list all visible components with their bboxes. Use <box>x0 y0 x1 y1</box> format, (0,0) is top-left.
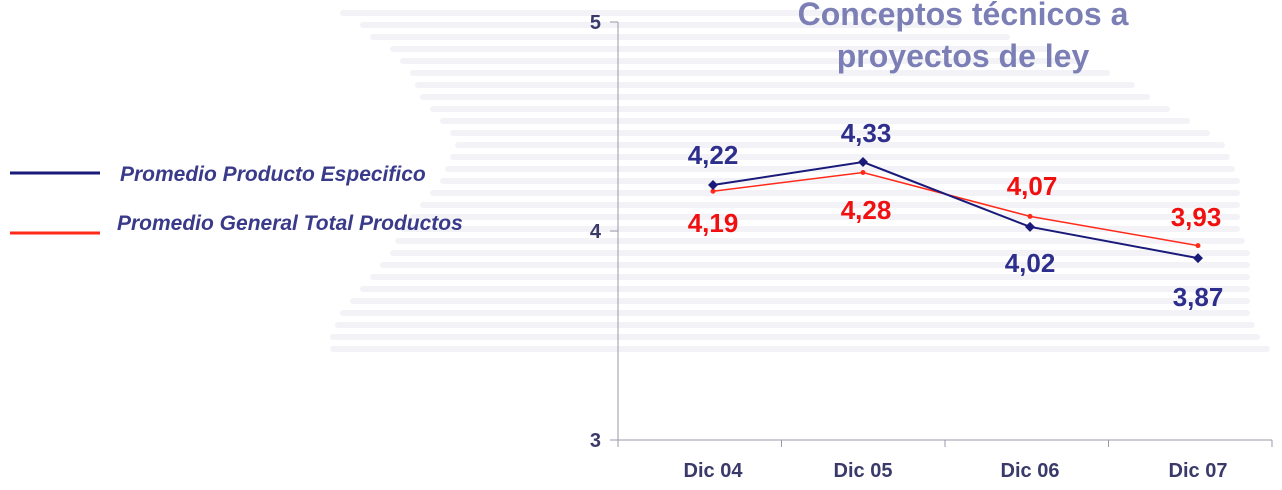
data-point-series-1-3 <box>1193 253 1203 264</box>
x-tick-label-dic-05: Dic 05 <box>834 460 893 482</box>
watermark-streak <box>420 94 1150 100</box>
data-point-series-2-2 <box>1027 213 1033 219</box>
x-tick-label-dic-07: Dic 07 <box>1169 460 1228 482</box>
watermark-streak <box>335 322 1255 328</box>
watermark-streak <box>390 250 1250 256</box>
data-point-series-1-2 <box>1025 221 1035 232</box>
watermark-streak <box>440 178 1240 184</box>
watermark-streak <box>420 202 1240 208</box>
watermark-streak <box>360 286 1250 292</box>
watermark-streak <box>340 10 900 16</box>
data-point-series-2-1 <box>860 169 866 175</box>
data-label-series-2-1: 4,28 <box>841 195 892 225</box>
data-point-series-1-0 <box>708 180 718 191</box>
watermark-streak <box>445 166 1235 172</box>
watermark-streak <box>410 214 1240 220</box>
data-label-series-2-3: 3,93 <box>1171 202 1222 232</box>
x-tick-label-dic-06: Dic 06 <box>1001 460 1060 482</box>
watermark-streak <box>395 238 1245 244</box>
data-point-series-2-3 <box>1195 243 1201 249</box>
data-label-series-1-1: 4,33 <box>841 118 892 148</box>
watermark-streak <box>415 82 1135 88</box>
watermark-streak <box>430 106 1170 112</box>
series-line-1 <box>712 161 1199 260</box>
data-label-series-1-2: 4,02 <box>1005 248 1056 278</box>
watermark-streak <box>380 262 1250 268</box>
watermark-streak <box>455 142 1225 148</box>
chart-title-line-2: proyectos de ley <box>837 38 1090 74</box>
watermark-streak <box>340 310 1250 316</box>
axes <box>610 21 1273 447</box>
watermark-streak <box>330 346 1270 352</box>
watermark-streak <box>400 58 1080 64</box>
legend: Promedio Producto Especifico Promedio Ge… <box>10 163 463 235</box>
data-label-series-1-3: 3,87 <box>1173 282 1224 312</box>
legend-label-series-2: Promedio General Total Productos <box>117 212 463 235</box>
y-tick-label-5: 5 <box>590 12 601 34</box>
chart-title-line-1: Conceptos técnicos a <box>798 0 1129 32</box>
watermark-streak <box>410 70 1110 76</box>
background-watermark <box>330 10 1270 352</box>
watermark-streak <box>360 22 960 28</box>
data-point-series-1-1 <box>858 157 868 168</box>
data-label-series-2-0: 4,19 <box>688 208 739 238</box>
watermark-streak <box>370 34 1010 40</box>
watermark-streak <box>330 334 1260 340</box>
watermark-streak <box>390 46 1050 52</box>
data-point-series-2-0 <box>710 188 716 194</box>
legend-label-series-1: Promedio Producto Especifico <box>120 163 426 186</box>
series-group <box>708 157 1203 264</box>
y-tick-label-3: 3 <box>590 430 601 452</box>
watermark-streak <box>450 154 1230 160</box>
y-tick-label-4: 4 <box>590 221 602 243</box>
data-labels: 4,22 4,33 4,02 3,87 4,19 4,28 4,07 3,93 <box>688 118 1224 312</box>
x-tick-label-dic-04: Dic 04 <box>684 460 744 482</box>
watermark-streak <box>450 130 1210 136</box>
tick-labels: 3 4 5 Dic 04 Dic 05 Dic 06 Dic 07 <box>590 12 1228 482</box>
watermark-streak <box>440 118 1190 124</box>
watermark-streak <box>430 190 1240 196</box>
data-label-series-1-0: 4,22 <box>688 140 739 170</box>
watermark-streak <box>350 298 1250 304</box>
watermark-streak <box>370 274 1250 280</box>
data-label-series-2-2: 4,07 <box>1007 171 1058 201</box>
